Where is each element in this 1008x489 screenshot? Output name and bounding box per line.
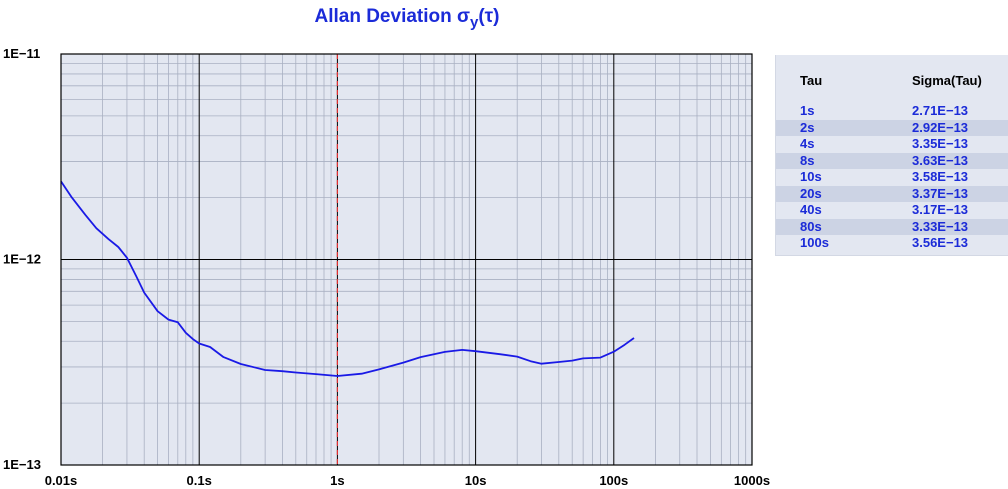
x-tick-label: 1000s [734, 473, 770, 488]
y-tick-label: 1E−11 [3, 46, 40, 61]
table-row: 2s 2.92E−13 [776, 119, 1008, 136]
tau-cell: 4s [800, 136, 815, 151]
x-tick-label: 0.1s [187, 473, 212, 488]
x-tick-label: 0.01s [45, 473, 78, 488]
table-row: 100s 3.56E−13 [776, 235, 1008, 252]
x-axis-tick-labels: 0.01s 0.1s 1s 10s 100s 1000s [45, 473, 770, 488]
table-row: 80s 3.33E−13 [776, 218, 1008, 235]
tau-cell: 8s [800, 152, 815, 168]
plot-frame [60, 53, 753, 466]
sigma-cell: 3.37E−13 [912, 185, 969, 201]
table-row: 1s 2.71E−13 [776, 103, 1008, 120]
tau-cell: 20s [800, 185, 822, 201]
table-rows: 1s 2.71E−13 2s 2.92E−13 4s 3.35E−13 8s 3.63E… [776, 103, 1008, 252]
sigma-cell: 3.56E−13 [912, 235, 969, 250]
stats-table: Tau Sigma(Tau) 1s 2.71E−13 2s 2.92E−13 4s 3… [775, 55, 1008, 256]
tau-cell: 10s [800, 169, 822, 184]
table-row: 4s 3.35E−13 [776, 136, 1008, 153]
y-tick-label: 1E−12 [3, 252, 41, 267]
tau-cell: 40s [800, 202, 822, 217]
x-tick-label: 1s [330, 473, 344, 488]
allan-deviation-series-line [60, 180, 635, 377]
table-row: 10s 3.58E−13 [776, 169, 1008, 186]
table-row: 8s 3.63E−13 [776, 152, 1008, 169]
tau-cell: 100s [800, 235, 829, 250]
sigma-cell: 3.17E−13 [912, 202, 969, 217]
sigma-cell: 3.35E−13 [912, 136, 969, 151]
sigma-cell: 2.71E−13 [912, 103, 969, 118]
sigma-cell: 3.58E−13 [912, 169, 969, 184]
table-row: 40s 3.17E−13 [776, 202, 1008, 219]
table-header-sigma: Sigma(Tau) [912, 73, 982, 88]
y-tick-label: 1E−13 [3, 457, 41, 472]
sigma-cell: 2.92E−13 [912, 119, 969, 135]
x-tick-label: 100s [599, 473, 628, 488]
sigma-cell: 3.33E−13 [912, 218, 969, 234]
y-axis-tick-labels: 1E−13 1E−12 1E−11 [3, 46, 41, 472]
x-tick-label: 10s [465, 473, 487, 488]
table-row: 20s 3.37E−13 [776, 185, 1008, 202]
sigma-cell: 3.63E−13 [912, 152, 969, 168]
tau-cell: 80s [800, 218, 822, 234]
tau-cell: 2s [800, 119, 815, 135]
tau-cell: 1s [800, 103, 815, 118]
table-header-tau: Tau [800, 73, 823, 88]
chart-title: Allan Deviation σy(τ) [314, 6, 499, 31]
